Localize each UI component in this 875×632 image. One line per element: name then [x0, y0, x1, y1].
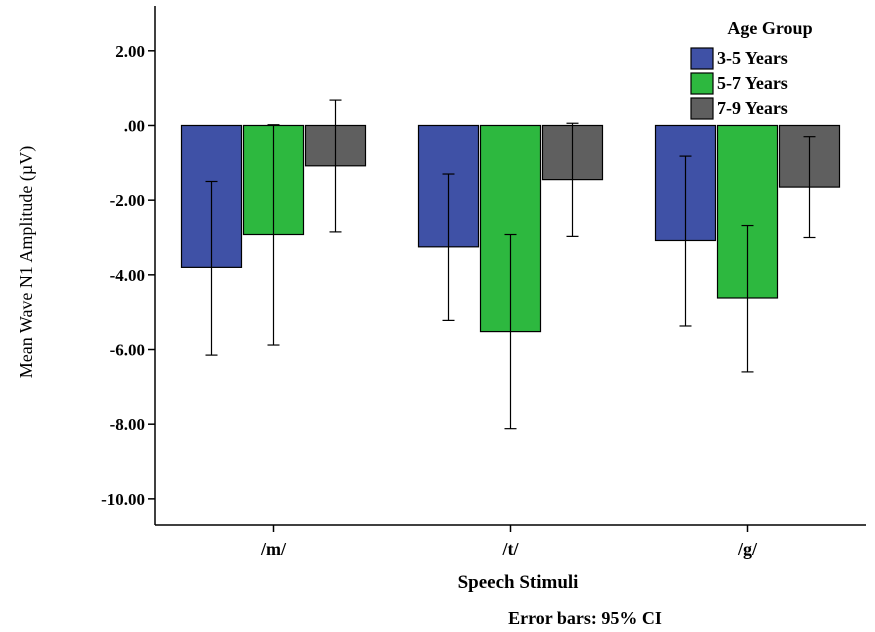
y-axis-ticks: 2.00 .00 -2.00 -4.00 -6.00 -8.00 -10.00 — [101, 42, 155, 509]
y-tick-label: -2.00 — [110, 191, 145, 210]
error-bar-2-1 — [741, 224, 754, 373]
legend-entry-0: 3-5 Years — [717, 48, 788, 68]
x-category-label: /m/ — [260, 539, 287, 559]
legend: Age Group 3-5 Years 5-7 Years 7-9 Years — [690, 18, 813, 120]
y-tick-label: -10.00 — [101, 490, 145, 509]
error-bar-2-2 — [803, 136, 816, 239]
x-axis-categories: /m/ /t/ /g/ — [260, 525, 758, 559]
x-axis-title: Speech Stimuli — [458, 572, 579, 593]
y-axis-title: Mean Wave N1 Amplitude (µV) — [16, 146, 37, 379]
error-bar-0-1 — [267, 124, 280, 346]
y-tick-label: .00 — [124, 116, 145, 135]
error-bar-1-1 — [504, 233, 517, 430]
error-bar-1-2 — [566, 122, 579, 237]
y-tick-label: 2.00 — [115, 42, 145, 61]
legend-entry-2: 7-9 Years — [717, 98, 788, 118]
bars — [180, 124, 841, 333]
error-bar-2-0 — [679, 155, 692, 327]
error-bar-0-2 — [329, 99, 342, 233]
y-tick-label: -6.00 — [110, 341, 145, 360]
legend-swatch-2 — [690, 97, 714, 120]
legend-swatch-1 — [690, 72, 714, 95]
y-tick-label: -8.00 — [110, 415, 145, 434]
legend-entry-1: 5-7 Years — [717, 73, 788, 93]
error-bars — [205, 99, 816, 430]
x-category-label: /g/ — [737, 539, 758, 559]
legend-title: Age Group — [727, 18, 812, 38]
y-tick-label: -4.00 — [110, 266, 145, 285]
error-bar-1-0 — [442, 173, 455, 321]
error-bar-0-0 — [205, 180, 218, 356]
footnote-error-bars: Error bars: 95% CI — [508, 608, 662, 628]
legend-swatch-0 — [690, 47, 714, 70]
x-category-label: /t/ — [502, 539, 520, 559]
